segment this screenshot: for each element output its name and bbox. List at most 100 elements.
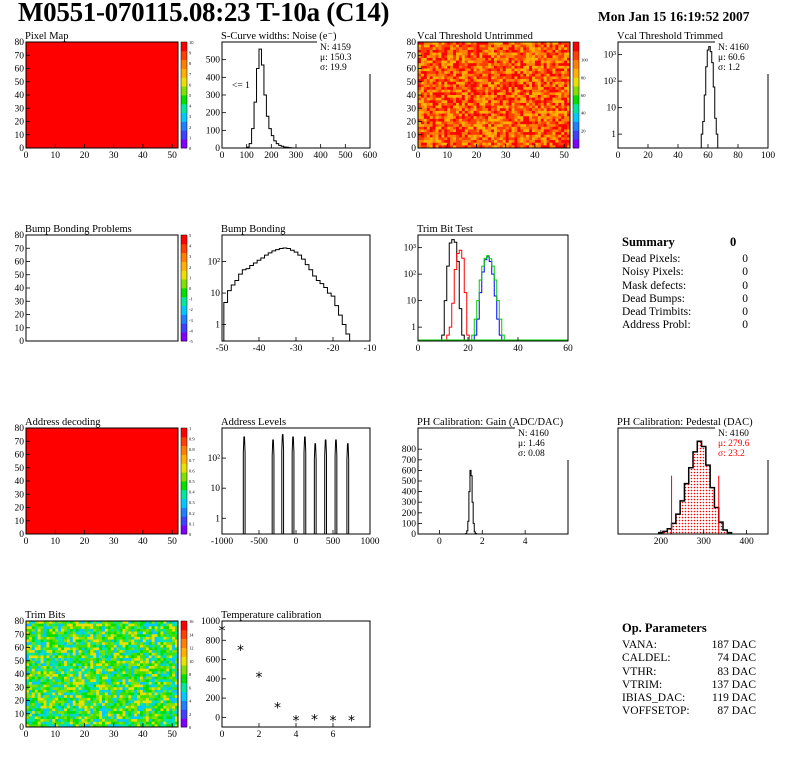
heatmap-cell — [450, 118, 454, 122]
heatmap-cell — [78, 719, 82, 722]
heatmap-cell — [55, 628, 59, 632]
colorbar-segment — [181, 59, 187, 69]
heatmap-cell — [140, 674, 144, 677]
heatmap-cell — [75, 674, 79, 677]
heatmap-cell — [494, 55, 498, 59]
heatmap-cell — [148, 708, 152, 712]
heatmap-cell — [555, 87, 559, 90]
heatmap-cell — [549, 121, 553, 125]
heatmap-cell — [505, 44, 509, 48]
heatmap-cell — [49, 687, 53, 691]
heatmap-cell — [81, 681, 85, 685]
heatmap-cell — [151, 703, 155, 707]
heatmap-cell — [564, 71, 568, 75]
heatmap-cell — [96, 711, 100, 715]
heatmap-cell — [423, 97, 428, 101]
heatmap-cell — [49, 719, 53, 722]
heatmap-cell — [64, 642, 68, 646]
y-tick-label: 40 — [15, 284, 25, 294]
heatmap-cell — [514, 47, 518, 51]
heatmap-cell — [549, 79, 553, 83]
heatmap-cell — [529, 60, 533, 64]
heatmap-cell — [64, 650, 68, 654]
heatmap-cell — [564, 134, 568, 138]
y-tick-label: 40 — [15, 91, 25, 101]
heatmap-cell — [122, 692, 126, 696]
heatmap-cell — [511, 126, 515, 130]
heatmap-cell — [154, 687, 158, 691]
heatmap-cell — [145, 671, 150, 675]
heatmap-cell — [134, 650, 138, 654]
heatmap-cell — [102, 623, 106, 627]
heatmap-cell — [502, 76, 506, 80]
heatmap-cell — [137, 687, 141, 691]
y-tick-label: 700 — [402, 456, 417, 466]
heatmap-cell — [40, 697, 44, 701]
heatmap-cell — [31, 721, 36, 725]
heatmap-cell — [26, 721, 30, 725]
heatmap-cell — [499, 129, 504, 133]
heatmap-cell — [470, 73, 474, 77]
heatmap-cell — [26, 708, 30, 712]
histogram-series-line — [441, 239, 465, 341]
y-tick-label: 10 — [607, 104, 617, 114]
colorbar-segment — [573, 50, 579, 61]
heatmap-cell — [110, 674, 114, 677]
heatmap-cell — [514, 60, 518, 64]
heatmap-cell — [151, 663, 155, 667]
heatmap-cell — [122, 652, 126, 656]
heatmap-cell — [40, 658, 44, 662]
heatmap-cell — [142, 650, 147, 654]
heatmap-cell — [467, 68, 471, 72]
heatmap-cell — [444, 113, 448, 117]
heatmap-cell — [479, 44, 483, 48]
heatmap-cell — [81, 713, 85, 717]
heatmap-cell — [31, 684, 36, 688]
heatmap-cell — [473, 108, 477, 112]
heatmap-cell — [549, 52, 553, 56]
heatmap-cell — [540, 81, 544, 85]
heatmap-cell — [58, 681, 62, 685]
heatmap-cell — [75, 692, 79, 696]
heatmap-cell — [99, 655, 103, 659]
heatmap-cell — [450, 129, 454, 133]
heatmap-cell — [110, 713, 114, 717]
heatmap-cell — [172, 644, 176, 648]
heatmap-cell — [151, 674, 155, 677]
heatmap-cell — [46, 687, 50, 691]
heatmap-cell — [75, 636, 79, 640]
heatmap-cell — [157, 639, 161, 643]
heatmap-cell — [43, 716, 47, 720]
heatmap-cell — [55, 631, 59, 635]
summary-value: 0 — [742, 292, 748, 305]
heatmap-cell — [505, 92, 509, 96]
histogram-series-line — [471, 255, 505, 341]
heatmap-cell — [131, 663, 135, 667]
heatmap-cell — [116, 724, 120, 728]
heatmap-cell — [166, 689, 170, 693]
heatmap-cell — [64, 639, 68, 643]
heatmap-cell — [134, 679, 138, 683]
heatmap-cell — [172, 650, 176, 654]
heatmap-cell — [420, 68, 425, 72]
heatmap-cell — [458, 124, 463, 128]
heatmap-cell — [172, 705, 176, 709]
heatmap-cell — [426, 110, 430, 114]
heatmap-cell — [160, 623, 164, 627]
heatmap-cell — [517, 97, 521, 101]
heatmap-cell — [131, 621, 135, 624]
heatmap-cell — [450, 55, 454, 59]
heatmap-cell — [96, 681, 100, 685]
heatmap-cell — [157, 697, 161, 701]
heatmap-cell — [555, 57, 559, 61]
x-tick-label: 30 — [501, 151, 511, 161]
heatmap-cell — [160, 674, 164, 677]
heatmap-cell — [558, 76, 562, 80]
heatmap-cell — [505, 113, 509, 117]
colorbar-segment — [181, 121, 187, 131]
heatmap-cell — [529, 105, 533, 109]
heatmap-cell — [420, 63, 425, 67]
heatmap-cell — [172, 700, 176, 704]
heatmap-cell — [90, 679, 94, 683]
heatmap-cell — [473, 55, 477, 59]
